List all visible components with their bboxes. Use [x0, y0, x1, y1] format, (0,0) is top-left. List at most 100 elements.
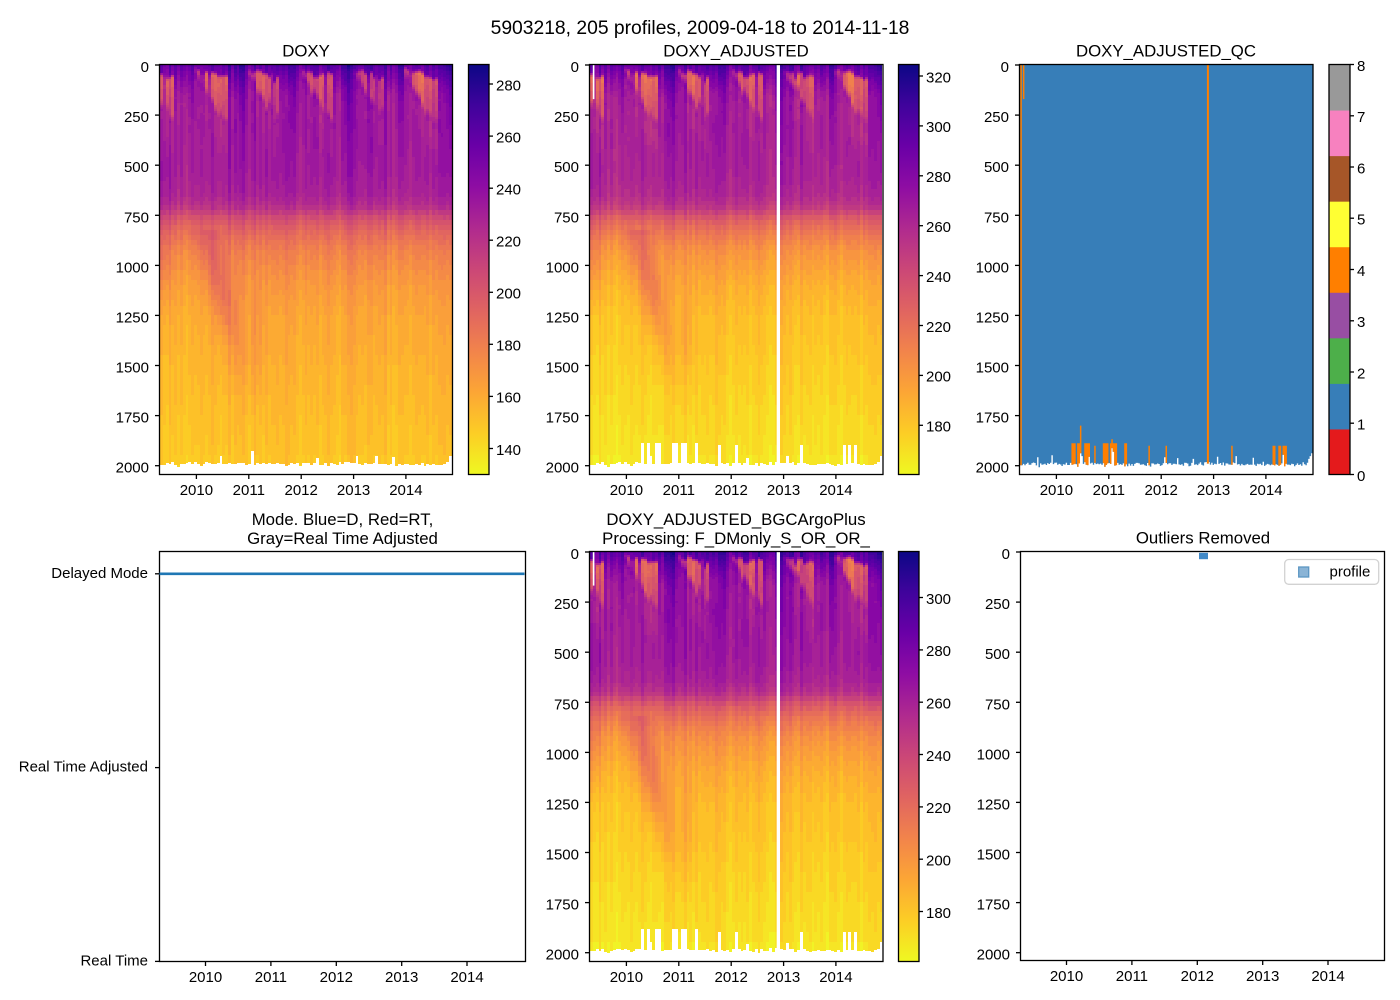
svg-text:Gray=Real Time Adjusted: Gray=Real Time Adjusted — [247, 529, 438, 548]
svg-text:280: 280 — [926, 169, 951, 186]
svg-text:2014: 2014 — [389, 482, 422, 499]
svg-text:0: 0 — [571, 546, 579, 563]
svg-text:7: 7 — [1357, 109, 1365, 126]
svg-text:280: 280 — [926, 643, 951, 660]
svg-text:1000: 1000 — [977, 746, 1010, 763]
svg-text:2013: 2013 — [1246, 968, 1279, 985]
svg-text:2012: 2012 — [285, 482, 318, 499]
svg-text:2014: 2014 — [819, 482, 852, 499]
svg-text:500: 500 — [985, 646, 1010, 663]
svg-text:2012: 2012 — [715, 969, 748, 986]
svg-text:1500: 1500 — [976, 360, 1009, 377]
svg-text:300: 300 — [926, 591, 951, 608]
svg-text:2010: 2010 — [610, 969, 643, 986]
svg-text:500: 500 — [124, 159, 149, 176]
svg-text:180: 180 — [926, 419, 951, 436]
svg-text:750: 750 — [984, 209, 1009, 226]
svg-text:1750: 1750 — [977, 897, 1010, 914]
svg-text:1250: 1250 — [977, 796, 1010, 813]
svg-text:1750: 1750 — [546, 897, 579, 914]
svg-text:1: 1 — [1357, 417, 1365, 434]
svg-text:2012: 2012 — [715, 482, 748, 499]
svg-text:1000: 1000 — [546, 259, 579, 276]
svg-text:2014: 2014 — [819, 969, 852, 986]
svg-text:2010: 2010 — [1040, 482, 1073, 499]
svg-text:220: 220 — [926, 319, 951, 336]
svg-text:200: 200 — [926, 369, 951, 386]
svg-text:DOXY_ADJUSTED_QC: DOXY_ADJUSTED_QC — [1076, 42, 1256, 61]
svg-text:1750: 1750 — [116, 410, 149, 427]
svg-text:0: 0 — [1357, 468, 1365, 485]
svg-text:0: 0 — [141, 59, 149, 76]
svg-text:Mode. Blue=D, Red=RT,: Mode. Blue=D, Red=RT, — [252, 510, 434, 529]
svg-text:2010: 2010 — [180, 482, 213, 499]
svg-text:2011: 2011 — [255, 969, 287, 986]
svg-text:260: 260 — [926, 219, 951, 236]
svg-text:180: 180 — [496, 338, 521, 355]
svg-text:1500: 1500 — [546, 847, 579, 864]
svg-text:5903218, 205 profiles, 2009-04: 5903218, 205 profiles, 2009-04-18 to 201… — [491, 18, 910, 39]
svg-text:2011: 2011 — [1093, 482, 1125, 499]
svg-text:160: 160 — [496, 390, 521, 407]
svg-text:Outliers Removed: Outliers Removed — [1136, 529, 1270, 548]
svg-text:750: 750 — [124, 209, 149, 226]
svg-text:profile: profile — [1330, 564, 1371, 581]
svg-text:750: 750 — [554, 209, 579, 226]
svg-text:1000: 1000 — [976, 259, 1009, 276]
svg-text:1500: 1500 — [116, 360, 149, 377]
svg-text:750: 750 — [554, 696, 579, 713]
svg-text:2013: 2013 — [767, 969, 800, 986]
svg-text:2010: 2010 — [1050, 968, 1083, 985]
svg-text:750: 750 — [985, 696, 1010, 713]
svg-text:260: 260 — [496, 129, 521, 146]
svg-text:2000: 2000 — [977, 947, 1010, 964]
svg-text:2011: 2011 — [1116, 968, 1148, 985]
svg-text:500: 500 — [984, 159, 1009, 176]
svg-text:1500: 1500 — [546, 360, 579, 377]
svg-text:2013: 2013 — [767, 482, 800, 499]
svg-text:6: 6 — [1357, 160, 1365, 177]
svg-text:250: 250 — [554, 596, 579, 613]
svg-text:280: 280 — [496, 77, 521, 94]
svg-text:2010: 2010 — [610, 482, 643, 499]
svg-text:250: 250 — [554, 109, 579, 126]
svg-text:2013: 2013 — [337, 482, 370, 499]
svg-text:250: 250 — [124, 109, 149, 126]
svg-text:250: 250 — [985, 596, 1010, 613]
svg-text:1250: 1250 — [546, 796, 579, 813]
svg-text:260: 260 — [926, 696, 951, 713]
svg-text:2000: 2000 — [976, 460, 1009, 477]
svg-text:320: 320 — [926, 69, 951, 86]
svg-text:2011: 2011 — [233, 482, 265, 499]
svg-text:DOXY: DOXY — [282, 42, 330, 61]
svg-text:1000: 1000 — [546, 746, 579, 763]
svg-text:1750: 1750 — [976, 410, 1009, 427]
svg-text:1000: 1000 — [116, 259, 149, 276]
svg-text:500: 500 — [554, 159, 579, 176]
svg-text:1250: 1250 — [976, 309, 1009, 326]
svg-text:2000: 2000 — [546, 460, 579, 477]
svg-text:200: 200 — [926, 853, 951, 870]
svg-text:Delayed Mode: Delayed Mode — [51, 565, 148, 582]
svg-text:0: 0 — [1001, 59, 1009, 76]
svg-text:200: 200 — [496, 286, 521, 303]
svg-text:2012: 2012 — [1145, 482, 1178, 499]
svg-text:2014: 2014 — [450, 969, 483, 986]
svg-text:140: 140 — [496, 442, 521, 459]
svg-text:250: 250 — [984, 109, 1009, 126]
svg-text:1750: 1750 — [546, 410, 579, 427]
svg-text:0: 0 — [571, 59, 579, 76]
svg-text:Real Time: Real Time — [80, 953, 148, 970]
svg-text:5: 5 — [1357, 212, 1365, 229]
svg-text:2000: 2000 — [116, 460, 149, 477]
svg-text:3: 3 — [1357, 314, 1365, 331]
svg-text:8: 8 — [1357, 58, 1365, 75]
svg-text:2013: 2013 — [1197, 482, 1230, 499]
svg-text:2011: 2011 — [663, 482, 695, 499]
svg-text:1500: 1500 — [977, 847, 1010, 864]
svg-text:2012: 2012 — [1181, 968, 1214, 985]
svg-text:4: 4 — [1357, 263, 1365, 280]
svg-text:2011: 2011 — [663, 969, 695, 986]
svg-text:500: 500 — [554, 646, 579, 663]
svg-text:DOXY_ADJUSTED: DOXY_ADJUSTED — [663, 42, 808, 61]
